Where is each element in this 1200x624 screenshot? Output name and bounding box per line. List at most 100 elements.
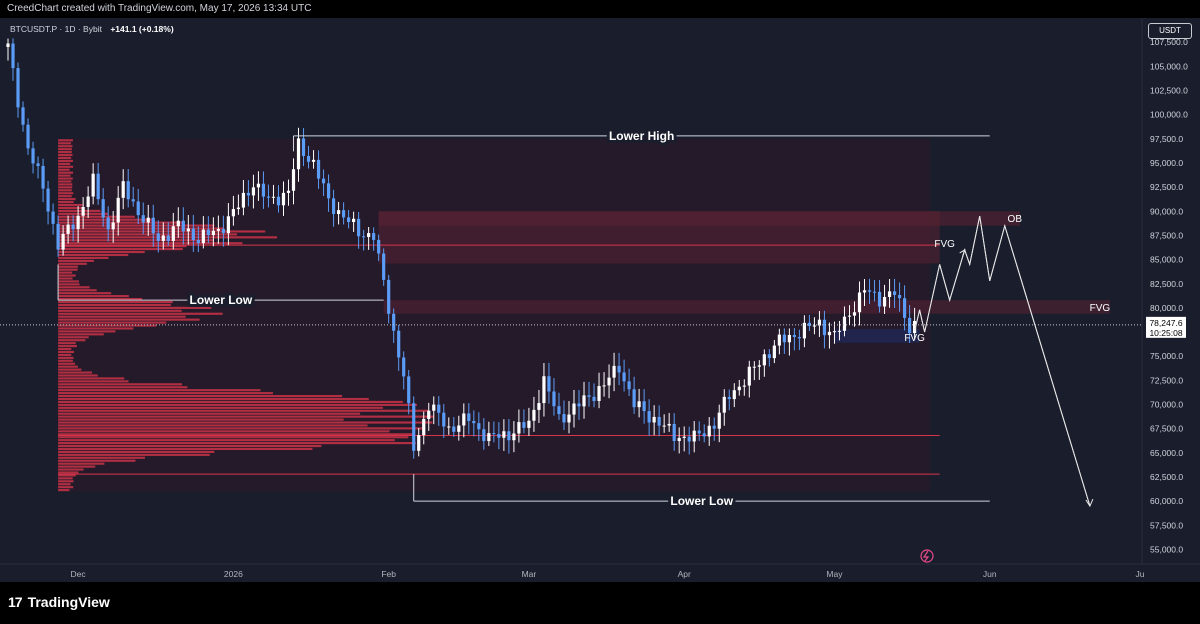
candle xyxy=(582,381,586,419)
candle-body xyxy=(281,192,286,206)
price-tick-label: 102,500.0 xyxy=(1150,85,1188,95)
candle-body xyxy=(907,317,912,334)
candle-body xyxy=(647,411,651,423)
tradingview-logo[interactable]: 17 TradingView xyxy=(8,594,110,610)
candle xyxy=(352,211,356,232)
volume-profile-bar xyxy=(58,336,89,339)
volume-profile-bar xyxy=(58,295,129,298)
volume-profile-bar xyxy=(58,230,266,233)
candle xyxy=(236,194,241,215)
candle-body xyxy=(502,431,506,438)
candle-body xyxy=(867,290,872,292)
candle xyxy=(387,274,391,324)
volume-profile-bar xyxy=(58,218,154,221)
volume-profile-bar xyxy=(58,342,76,345)
volume-profile-bar xyxy=(58,439,395,442)
candle-body xyxy=(171,226,175,241)
candle-body xyxy=(236,207,241,210)
candle-body xyxy=(442,412,446,427)
volume-profile-bar xyxy=(58,409,429,412)
candle xyxy=(477,412,481,441)
candle-body xyxy=(141,215,145,223)
candle-body xyxy=(812,325,817,327)
candle-body xyxy=(206,229,210,236)
volume-profile-bar xyxy=(58,280,79,283)
lightning-icon[interactable] xyxy=(920,549,934,563)
candle-body xyxy=(692,430,696,442)
candle xyxy=(737,380,741,396)
candle-body xyxy=(276,196,281,206)
volume-profile-bar xyxy=(58,221,183,224)
candle-body xyxy=(537,403,541,410)
symbol-legend[interactable]: BTCUSDT.P · 1D · Bybit +141.1 (+0.18%) xyxy=(10,24,174,34)
candle-body xyxy=(437,404,441,413)
candle xyxy=(341,202,346,225)
candle-body xyxy=(91,173,95,197)
candle-body xyxy=(447,426,451,428)
candle-body xyxy=(677,437,681,442)
price-tick-label: 97,500.0 xyxy=(1150,134,1183,144)
candle xyxy=(827,322,832,349)
candle-body xyxy=(617,365,621,373)
volume-profile-bar xyxy=(58,389,261,392)
volume-profile-bar xyxy=(58,156,72,160)
candle xyxy=(752,361,756,381)
volume-profile-bar xyxy=(58,353,72,356)
candle-body xyxy=(792,335,796,338)
candle-body xyxy=(286,190,291,193)
volume-profile-bar xyxy=(58,180,72,183)
candle-body xyxy=(582,395,586,407)
candle xyxy=(792,328,796,351)
candle xyxy=(612,352,616,392)
candle-body xyxy=(777,334,781,346)
projection-path xyxy=(914,216,1091,507)
candle xyxy=(316,150,321,189)
candle-body xyxy=(241,192,246,208)
time-tick-label: Jun xyxy=(983,569,997,579)
candle xyxy=(56,215,60,257)
candle xyxy=(241,180,246,216)
candle-body xyxy=(231,209,235,217)
time-tick-label: Dec xyxy=(71,569,87,579)
candle-body xyxy=(201,229,205,244)
candle xyxy=(61,225,65,256)
candle-body xyxy=(762,354,766,366)
candle-body xyxy=(41,165,45,189)
candle-body xyxy=(306,156,311,162)
candle xyxy=(742,379,746,396)
candle-body xyxy=(547,376,551,392)
candle-body xyxy=(106,217,110,230)
candle-body xyxy=(121,181,125,198)
top-bar: CreedChart created with TradingView.com,… xyxy=(0,0,1200,18)
candle-body xyxy=(301,138,306,157)
candle xyxy=(276,185,281,213)
candle-body xyxy=(857,292,862,313)
candle xyxy=(567,401,571,434)
price-tick-label: 107,500.0 xyxy=(1150,37,1188,47)
candle-body xyxy=(256,183,261,188)
candle-body xyxy=(6,43,10,47)
candle-body xyxy=(221,228,225,234)
candle xyxy=(286,179,291,206)
candle xyxy=(487,421,491,447)
candle xyxy=(266,184,271,208)
volume-profile-bar xyxy=(58,239,214,242)
candle xyxy=(357,211,361,249)
price-tick-label: 57,500.0 xyxy=(1150,520,1183,530)
candle xyxy=(301,128,306,167)
volume-profile-bar xyxy=(58,195,72,198)
candle xyxy=(482,418,486,450)
candle xyxy=(517,409,521,443)
candle xyxy=(11,38,15,81)
candle xyxy=(51,203,55,235)
candle-body xyxy=(913,320,917,334)
volume-profile-bar xyxy=(58,283,80,286)
candle-body xyxy=(737,386,741,391)
volume-profile-bar xyxy=(58,242,243,245)
candle xyxy=(897,282,902,312)
currency-button[interactable]: USDT xyxy=(1148,23,1192,39)
candle-body xyxy=(782,334,786,343)
volume-profile-bar xyxy=(58,480,74,483)
candle-body xyxy=(882,296,887,307)
